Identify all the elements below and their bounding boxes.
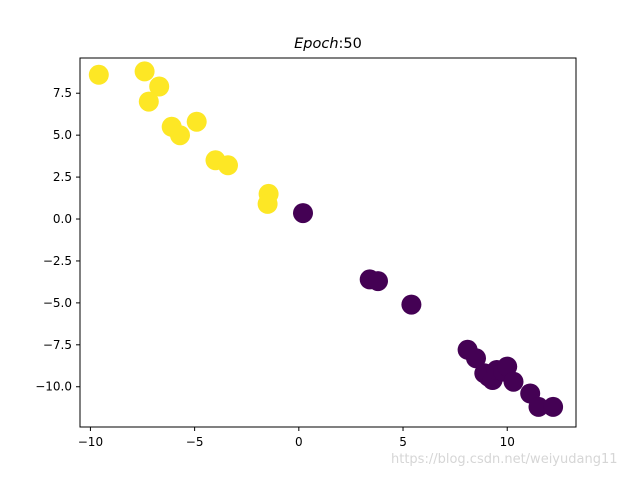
y-tick-label: 0.0 — [53, 212, 72, 226]
y-axis: −10.0 −7.5 −5.0 −2.5 0.0 2.5 5.0 7.5 — [35, 86, 80, 394]
chart-title-value: :50 — [339, 36, 362, 52]
x-tick-label: 0 — [295, 435, 303, 449]
x-tick-label: 10 — [500, 435, 515, 449]
y-tick-label: −2.5 — [43, 254, 72, 268]
chart-title-epoch: Epoch — [294, 36, 338, 52]
y-tick-label: −10.0 — [35, 380, 72, 394]
scatter-point — [149, 76, 170, 97]
scatter-point — [497, 356, 518, 377]
y-tick-label: −5.0 — [43, 296, 72, 310]
chart-title: Epoch:50 — [294, 36, 362, 52]
scatter-point — [528, 396, 549, 417]
plot-frame — [79, 57, 577, 428]
y-tick-label: 7.5 — [53, 86, 72, 100]
y-tick-label: 5.0 — [53, 128, 72, 142]
scatter-point — [401, 294, 422, 315]
x-tick-label: −10 — [78, 435, 103, 449]
scatter-point — [257, 193, 278, 214]
scatter-point — [170, 125, 190, 146]
scatter-point — [138, 91, 159, 112]
y-tick-label: 2.5 — [53, 170, 72, 184]
y-tick-label: −7.5 — [43, 338, 72, 352]
points-layer — [88, 61, 564, 417]
scatter-point — [134, 61, 155, 82]
scatter-point — [88, 64, 109, 85]
scatter-point — [466, 348, 486, 369]
scatter-point — [503, 371, 524, 392]
watermark-text: https://blog.csdn.net/weiyudang11 — [391, 452, 618, 467]
x-axis: −10 −5 0 5 10 — [78, 427, 515, 449]
scatter-point — [543, 396, 564, 417]
x-tick-label: 5 — [399, 435, 407, 449]
scatter-point — [218, 155, 238, 176]
scatter-point — [293, 203, 313, 224]
scatter-point — [186, 111, 207, 132]
x-tick-label: −5 — [186, 435, 204, 449]
scatter-point — [368, 271, 388, 292]
